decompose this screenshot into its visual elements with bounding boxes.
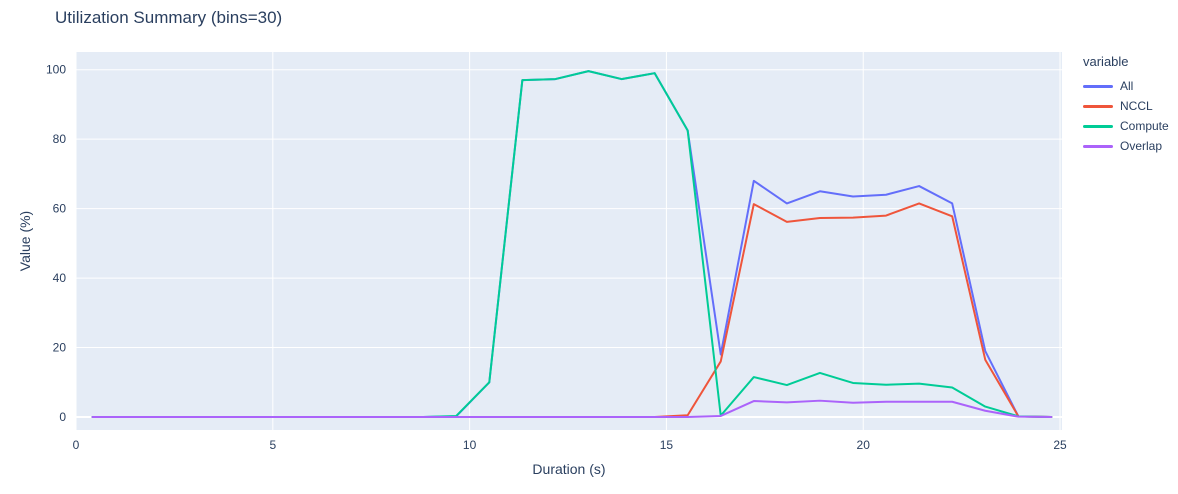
- legend-item-overlap[interactable]: Overlap: [1083, 136, 1169, 156]
- y-tick-label: 0: [59, 410, 66, 424]
- x-tick-label: 10: [463, 438, 477, 452]
- x-tick-label: 20: [857, 438, 871, 452]
- legend-label: Compute: [1120, 119, 1169, 133]
- legend-label: Overlap: [1120, 139, 1163, 153]
- legend-label: NCCL: [1120, 99, 1153, 113]
- legend-item-nccl[interactable]: NCCL: [1083, 96, 1169, 116]
- legend-swatch-compute: [1083, 124, 1113, 128]
- legend-swatch-nccl: [1083, 104, 1113, 108]
- legend-items: All NCCL Compute Overlap: [1083, 76, 1169, 156]
- y-tick-label: 60: [53, 202, 67, 216]
- x-tick-label: 15: [660, 438, 674, 452]
- legend: variable All NCCL Compute Overlap: [1083, 54, 1169, 156]
- legend-item-compute[interactable]: Compute: [1083, 116, 1169, 136]
- x-tick-label: 0: [73, 438, 80, 452]
- series-line-overlap: [91, 399, 1053, 419]
- x-tick-label: 25: [1053, 438, 1067, 452]
- y-tick-label: 40: [53, 271, 67, 285]
- legend-label: All: [1120, 79, 1134, 93]
- x-tick-label: 5: [269, 438, 276, 452]
- legend-item-all[interactable]: All: [1083, 76, 1169, 96]
- legend-swatch-overlap: [1083, 144, 1113, 148]
- legend-swatch-all: [1083, 84, 1113, 88]
- y-tick-label: 100: [46, 63, 66, 77]
- y-tick-label: 20: [53, 341, 67, 355]
- x-axis-title: Duration (s): [532, 461, 606, 477]
- y-axis-title: Value (%): [17, 210, 33, 272]
- legend-title: variable: [1083, 54, 1129, 69]
- chart-title: Utilization Summary (bins=30): [55, 8, 283, 27]
- y-tick-label: 80: [53, 132, 67, 146]
- plot-area: [76, 52, 1062, 430]
